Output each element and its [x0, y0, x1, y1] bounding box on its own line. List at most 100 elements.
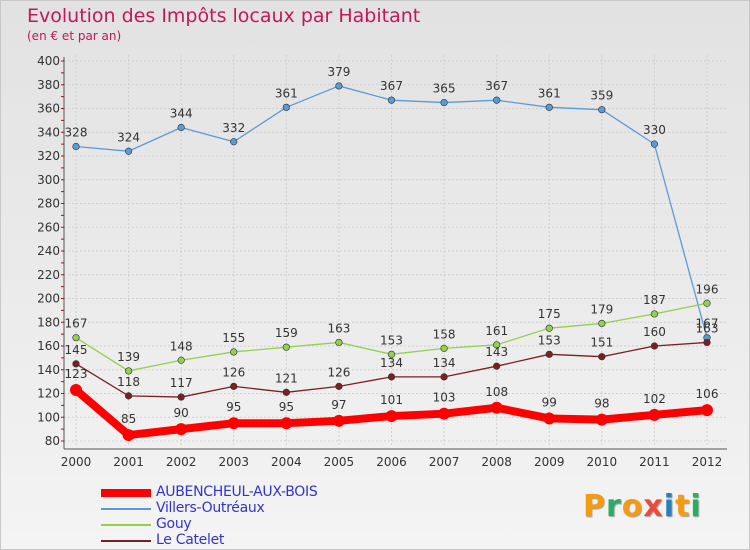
data-point [595, 413, 608, 426]
data-label: 160 [643, 325, 666, 339]
data-label: 102 [643, 392, 666, 406]
y-tick-label: 240 [37, 244, 60, 258]
data-point [650, 342, 659, 350]
data-label: 158 [433, 327, 456, 341]
data-label: 332 [222, 121, 245, 135]
y-tick-label: 80 [45, 434, 60, 448]
data-label: 163 [327, 321, 350, 335]
data-label: 167 [696, 317, 719, 331]
legend-label: Gouy [156, 516, 192, 532]
y-tick-label: 180 [37, 315, 60, 329]
data-label: 167 [65, 317, 88, 331]
data-label: 330 [643, 123, 666, 137]
data-point [72, 360, 80, 368]
chart-data-labels: 123 85 90 95 95 97 101 103 108 99 98 102 106 328 324 34… [65, 65, 719, 426]
y-tick-label: 280 [37, 197, 60, 211]
x-tick-label: 2012 [692, 455, 723, 469]
y-tick-label: 340 [37, 125, 60, 139]
logo-letter: t [675, 489, 691, 524]
data-point [490, 401, 503, 414]
data-point [280, 417, 293, 430]
data-label: 99 [542, 395, 557, 409]
data-point [703, 338, 711, 347]
y-tick-label: 200 [37, 292, 60, 306]
data-label: 85 [121, 412, 136, 426]
data-point [70, 383, 82, 396]
logo-letter: r [606, 489, 622, 524]
data-label: 187 [643, 293, 666, 307]
chart-subtitle: (en € et par an) [27, 29, 122, 43]
data-label: 367 [485, 79, 508, 93]
data-label: 145 [65, 343, 88, 357]
x-tick-label: 2004 [271, 455, 302, 469]
data-label: 101 [380, 393, 403, 407]
data-point [650, 310, 659, 318]
data-point [227, 417, 240, 430]
data-point [177, 393, 185, 401]
x-tick-label: 2008 [481, 455, 512, 469]
y-tick-label: 140 [37, 363, 60, 377]
data-label: 106 [696, 387, 719, 401]
y-tick-label: 320 [37, 149, 60, 163]
x-tick-label: 2006 [376, 455, 407, 469]
x-tick-label: 2001 [113, 455, 144, 469]
legend-swatch [101, 540, 151, 542]
data-label: 103 [433, 391, 456, 405]
y-tick-label: 120 [37, 387, 60, 401]
x-tick-label: 2003 [218, 455, 249, 469]
data-point [598, 319, 606, 328]
logo-letter: o [621, 489, 644, 524]
data-label: 161 [485, 324, 508, 338]
data-label: 126 [327, 365, 350, 379]
data-point [703, 299, 711, 307]
data-point [175, 423, 188, 436]
data-label: 98 [594, 397, 609, 411]
data-label: 117 [170, 376, 193, 390]
data-point [440, 373, 448, 381]
data-point [650, 140, 659, 148]
data-point [282, 103, 290, 111]
data-point [335, 338, 343, 347]
data-label: 153 [538, 333, 561, 347]
x-tick-label: 2002 [166, 455, 197, 469]
data-point [598, 353, 606, 361]
data-point [230, 382, 238, 390]
data-label: 148 [170, 339, 193, 353]
legend-label: AUBENCHEUL-AUX-BOIS [156, 484, 318, 500]
data-point [387, 350, 396, 358]
data-point [648, 408, 661, 421]
data-label: 179 [590, 302, 613, 316]
data-label: 118 [117, 375, 140, 389]
data-point [230, 138, 238, 146]
legend-swatch [101, 489, 151, 497]
x-tick-label: 2009 [534, 455, 565, 469]
data-label: 108 [485, 385, 508, 399]
data-label: 365 [433, 82, 456, 96]
legend-label: Villers-Outréaux [156, 500, 265, 516]
y-tick-label: 100 [37, 410, 60, 424]
data-label: 134 [433, 356, 456, 370]
y-tick-label: 360 [37, 102, 60, 116]
logo-letter: i [663, 489, 676, 524]
data-point [282, 343, 290, 351]
chart-series [70, 82, 713, 442]
data-label: 97 [331, 398, 346, 412]
data-label: 367 [380, 79, 403, 93]
logo-letter: x [643, 489, 664, 524]
data-point [335, 382, 343, 390]
x-tick-label: 2007 [429, 455, 460, 469]
data-point [385, 410, 398, 423]
y-tick-label: 220 [37, 268, 60, 282]
logo-letter: i [690, 489, 702, 524]
y-tick-label: 400 [37, 54, 60, 68]
data-label: 123 [65, 367, 88, 381]
data-point [230, 348, 238, 356]
chart-grid [64, 55, 727, 447]
data-point [387, 373, 396, 381]
data-point [545, 324, 553, 332]
data-label: 95 [279, 400, 294, 414]
data-point [440, 344, 448, 352]
data-point [701, 404, 713, 417]
data-label: 90 [174, 406, 189, 420]
